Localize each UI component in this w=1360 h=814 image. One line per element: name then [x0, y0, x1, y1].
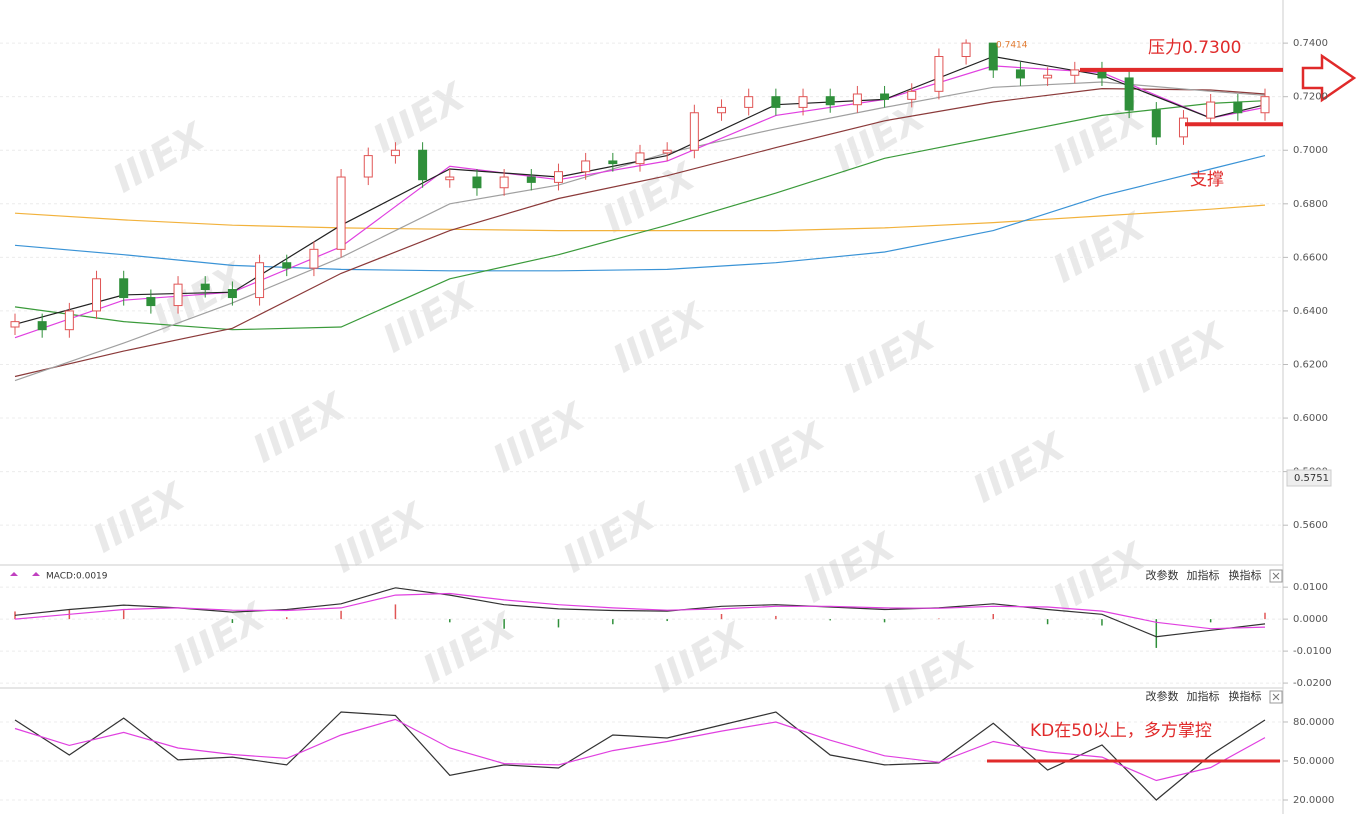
- y-tick-label: 0.5600: [1293, 520, 1328, 531]
- candle-body: [662, 149, 672, 154]
- kd-annotation: KD在50以上，多方掌控: [1030, 721, 1212, 741]
- y-tick-label: -0.0200: [1293, 678, 1332, 689]
- indicator-line: [14, 718, 1266, 782]
- candle-body: [1070, 69, 1080, 76]
- candle-body: [825, 96, 835, 106]
- candle-body: [1260, 96, 1270, 114]
- candle-body: [309, 248, 319, 269]
- toolbar-button[interactable]: 加指标: [1187, 568, 1220, 582]
- candle-body: [472, 176, 482, 189]
- candle-body: [581, 160, 591, 173]
- y-tick-label: 0.7200: [1293, 92, 1328, 103]
- resistance-label: 压力0.7300: [1148, 38, 1241, 58]
- candle-body: [1015, 69, 1025, 79]
- indicator-line: [14, 711, 1266, 801]
- close-icon: [1272, 572, 1280, 580]
- candle-body: [526, 176, 536, 183]
- arrow-shape: [1301, 53, 1357, 103]
- candle-body: [1206, 101, 1216, 119]
- candle-body: [227, 289, 237, 299]
- indicator-label: MACD:0.0019: [46, 572, 108, 582]
- candle-body: [173, 283, 183, 307]
- toolbar-button[interactable]: 换指标: [1229, 689, 1262, 703]
- candle-body: [363, 155, 373, 178]
- candle-body: [880, 93, 890, 100]
- indicator-line: [14, 87, 1266, 378]
- last-price-label: 0.5751: [1294, 473, 1329, 484]
- candle-body: [744, 96, 754, 108]
- candle-body: [146, 297, 156, 307]
- indicator-line: [14, 100, 1266, 331]
- candle-body: [608, 160, 618, 165]
- y-tick-label: 0.6600: [1293, 252, 1328, 263]
- candle-body: [907, 90, 917, 100]
- candle-body: [689, 112, 699, 151]
- indicator-line: [14, 592, 1266, 630]
- y-tick-label: 0.7400: [1293, 38, 1328, 49]
- candle-body: [119, 278, 129, 299]
- close-icon: [1272, 693, 1280, 701]
- candle-body: [445, 176, 455, 181]
- toolbar-button[interactable]: 换指标: [1229, 568, 1262, 582]
- y-tick-label: 50.0000: [1293, 756, 1334, 767]
- candle-body: [282, 262, 292, 269]
- candle-body: [37, 321, 47, 331]
- toolbar-button[interactable]: 改参数: [1146, 689, 1179, 703]
- candle-body: [10, 321, 20, 328]
- candle-body: [771, 96, 781, 108]
- y-tick-label: -0.0100: [1293, 646, 1332, 657]
- candle-body: [1233, 101, 1243, 114]
- candle-body: [934, 56, 944, 92]
- y-tick-label: 0.6200: [1293, 359, 1328, 370]
- y-tick-label: 0.6000: [1293, 413, 1328, 424]
- y-tick-label: 20.0000: [1293, 795, 1334, 806]
- y-tick-label: 0.0100: [1293, 582, 1328, 593]
- y-tick-label: 0.0000: [1293, 614, 1328, 625]
- support-label: 支撑: [1190, 170, 1224, 190]
- candle-body: [1151, 109, 1161, 138]
- high-label: 0.7414: [996, 41, 1028, 51]
- indicator-line: [14, 587, 1266, 638]
- candle-body: [64, 310, 74, 331]
- candle-body: [988, 42, 998, 71]
- last-price-box: [1286, 469, 1332, 487]
- candle-body: [255, 262, 265, 299]
- candle-body: [200, 283, 210, 291]
- candle-body: [961, 42, 971, 58]
- candle-body: [1178, 117, 1188, 138]
- candle-body: [852, 93, 862, 106]
- toolbar-button[interactable]: 加指标: [1187, 689, 1220, 703]
- y-tick-label: 0.6400: [1293, 306, 1328, 317]
- candle-body: [92, 278, 102, 312]
- indicator-line: [14, 204, 1266, 232]
- candle-body: [390, 149, 400, 157]
- candle-body: [1043, 74, 1053, 79]
- candle-body: [553, 171, 563, 183]
- indicator-line: [14, 155, 1266, 272]
- y-tick-label: 0.7000: [1293, 145, 1328, 156]
- candle-body: [717, 106, 727, 114]
- candle-body: [635, 152, 645, 165]
- y-tick-label: 80.0000: [1293, 717, 1334, 728]
- candle-body: [1124, 77, 1134, 111]
- y-tick-label: 0.6800: [1293, 199, 1328, 210]
- toolbar-button[interactable]: 改参数: [1146, 568, 1179, 582]
- candle-body: [798, 96, 808, 108]
- candle-body: [418, 149, 428, 181]
- candle-body: [499, 176, 509, 189]
- indicator-icons: [10, 572, 40, 576]
- candle-body: [336, 176, 346, 250]
